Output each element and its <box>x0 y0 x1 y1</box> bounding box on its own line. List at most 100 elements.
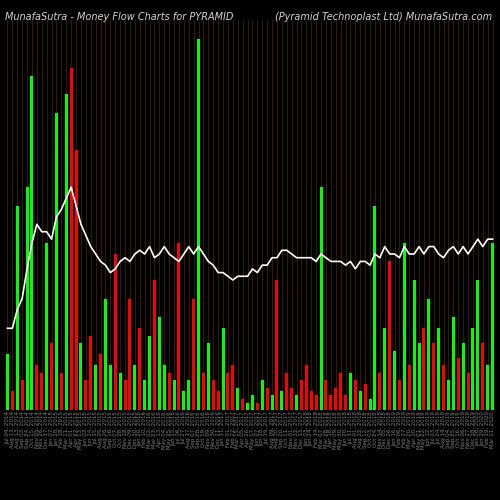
Bar <box>84 380 87 410</box>
Bar <box>378 373 382 410</box>
Bar <box>118 373 122 410</box>
Bar <box>74 150 78 410</box>
Bar <box>251 395 254 410</box>
Bar <box>109 366 112 410</box>
Bar <box>428 298 430 410</box>
Bar <box>60 373 63 410</box>
Bar <box>266 388 268 410</box>
Bar <box>148 336 151 410</box>
Bar <box>462 343 464 410</box>
Bar <box>368 399 372 410</box>
Bar <box>457 358 460 410</box>
Bar <box>50 343 53 410</box>
Bar <box>374 206 376 410</box>
Bar <box>280 392 283 410</box>
Bar <box>305 366 308 410</box>
Bar <box>178 243 180 410</box>
Bar <box>128 298 132 410</box>
Bar <box>472 328 474 410</box>
Bar <box>143 380 146 410</box>
Bar <box>300 380 303 410</box>
Bar <box>80 343 82 410</box>
Bar <box>310 392 312 410</box>
Bar <box>114 254 116 410</box>
Bar <box>320 187 322 410</box>
Bar <box>339 373 342 410</box>
Bar <box>222 328 224 410</box>
Bar <box>432 343 435 410</box>
Bar <box>388 262 391 410</box>
Bar <box>447 380 450 410</box>
Bar <box>172 380 176 410</box>
Bar <box>104 298 107 410</box>
Bar <box>192 298 195 410</box>
Bar <box>188 380 190 410</box>
Bar <box>207 343 210 410</box>
Text: MunafaSutra - Money Flow Charts for PYRAMID: MunafaSutra - Money Flow Charts for PYRA… <box>5 12 234 22</box>
Bar <box>412 280 416 410</box>
Bar <box>466 373 469 410</box>
Bar <box>334 388 337 410</box>
Bar <box>236 388 239 410</box>
Bar <box>40 373 43 410</box>
Bar <box>359 392 362 410</box>
Bar <box>36 366 38 410</box>
Bar <box>45 243 48 410</box>
Bar <box>99 354 102 410</box>
Bar <box>212 380 214 410</box>
Bar <box>158 317 161 410</box>
Bar <box>26 187 29 410</box>
Bar <box>202 373 205 410</box>
Bar <box>261 380 264 410</box>
Bar <box>216 392 220 410</box>
Bar <box>90 336 92 410</box>
Bar <box>168 373 170 410</box>
Bar <box>55 113 58 410</box>
Bar <box>276 280 278 410</box>
Bar <box>384 328 386 410</box>
Bar <box>408 366 410 410</box>
Bar <box>364 384 366 410</box>
Bar <box>482 343 484 410</box>
Bar <box>344 395 347 410</box>
Bar <box>226 373 230 410</box>
Bar <box>124 380 126 410</box>
Bar <box>354 380 357 410</box>
Bar <box>6 354 9 410</box>
Bar <box>30 76 34 410</box>
Bar <box>486 366 489 410</box>
Bar <box>491 243 494 410</box>
Bar <box>290 388 293 410</box>
Bar <box>197 38 200 410</box>
Bar <box>256 402 259 410</box>
Bar <box>442 366 445 410</box>
Bar <box>295 395 298 410</box>
Bar <box>349 373 352 410</box>
Bar <box>138 328 141 410</box>
Text: (Pyramid Technoplast Ltd) MunafaSutra.com: (Pyramid Technoplast Ltd) MunafaSutra.co… <box>275 12 492 22</box>
Bar <box>418 343 420 410</box>
Bar <box>65 94 68 410</box>
Bar <box>330 395 332 410</box>
Bar <box>403 243 406 410</box>
Bar <box>246 402 249 410</box>
Bar <box>20 380 24 410</box>
Bar <box>422 328 426 410</box>
Bar <box>182 392 186 410</box>
Bar <box>398 380 401 410</box>
Bar <box>393 350 396 410</box>
Bar <box>134 366 136 410</box>
Bar <box>324 380 328 410</box>
Bar <box>70 68 72 410</box>
Bar <box>163 366 166 410</box>
Bar <box>16 206 18 410</box>
Bar <box>270 395 274 410</box>
Bar <box>94 366 97 410</box>
Bar <box>11 392 14 410</box>
Bar <box>437 328 440 410</box>
Bar <box>314 395 318 410</box>
Bar <box>153 280 156 410</box>
Bar <box>232 366 234 410</box>
Bar <box>286 373 288 410</box>
Bar <box>476 280 480 410</box>
